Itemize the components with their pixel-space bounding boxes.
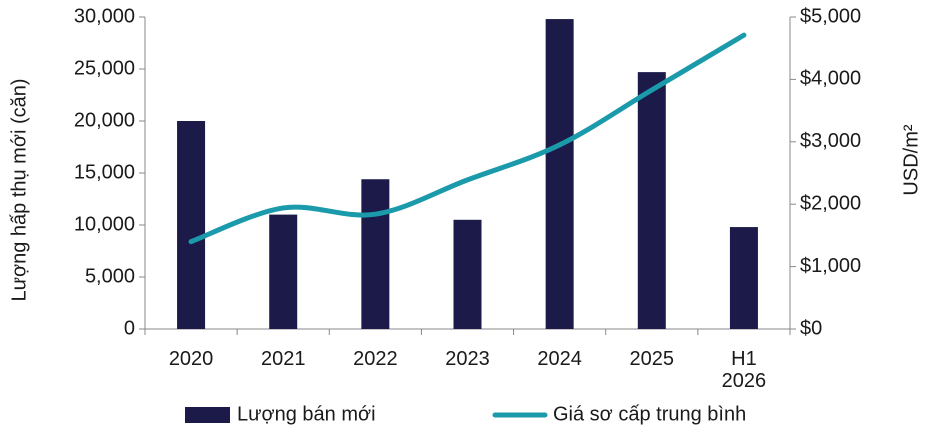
- bar: [545, 19, 574, 330]
- y-tick-label: 0: [124, 317, 135, 339]
- x-tick-label: 2022: [353, 348, 398, 370]
- y-tick-label: 20,000: [74, 109, 135, 131]
- y-tick-label: 5,000: [85, 265, 135, 287]
- y2-tick-label: $3,000: [800, 130, 861, 152]
- y-tick-label: 25,000: [74, 57, 135, 79]
- legend-label: Lượng bán mới: [237, 403, 376, 425]
- y2-axis-title: USD/m²: [900, 124, 922, 195]
- bar: [361, 179, 390, 329]
- y-tick-label: 30,000: [74, 5, 135, 27]
- line: [188, 32, 747, 245]
- bar: [269, 214, 298, 329]
- y-tick-label: 15,000: [74, 161, 135, 183]
- bar: [177, 121, 206, 329]
- x-tick-label: 2020: [168, 348, 214, 370]
- bar: [729, 227, 758, 329]
- x-tick-label: 2024: [537, 348, 582, 370]
- y2-tick-label: $5,000: [800, 5, 861, 27]
- y2-tick-label: $2,000: [800, 192, 861, 214]
- legend-label: Giá sơ cấp trung bình: [553, 403, 746, 425]
- y-axis-title: Lượng hấp thụ mới (căn): [8, 78, 30, 301]
- bar: [637, 72, 666, 330]
- legend-swatch: [185, 407, 230, 423]
- y2-tick-label: $4,000: [800, 68, 861, 90]
- x-tick-label: 2023: [445, 348, 490, 370]
- x-tick-label: 2025: [629, 348, 675, 370]
- y2-tick-label: $1,000: [800, 255, 861, 277]
- x-tick-label: H1 2026: [721, 348, 767, 392]
- y-tick-label: 10,000: [74, 213, 135, 235]
- x-tick-label: 2021: [260, 348, 306, 370]
- bar: [453, 219, 482, 329]
- y2-tick-label: $0: [800, 317, 822, 339]
